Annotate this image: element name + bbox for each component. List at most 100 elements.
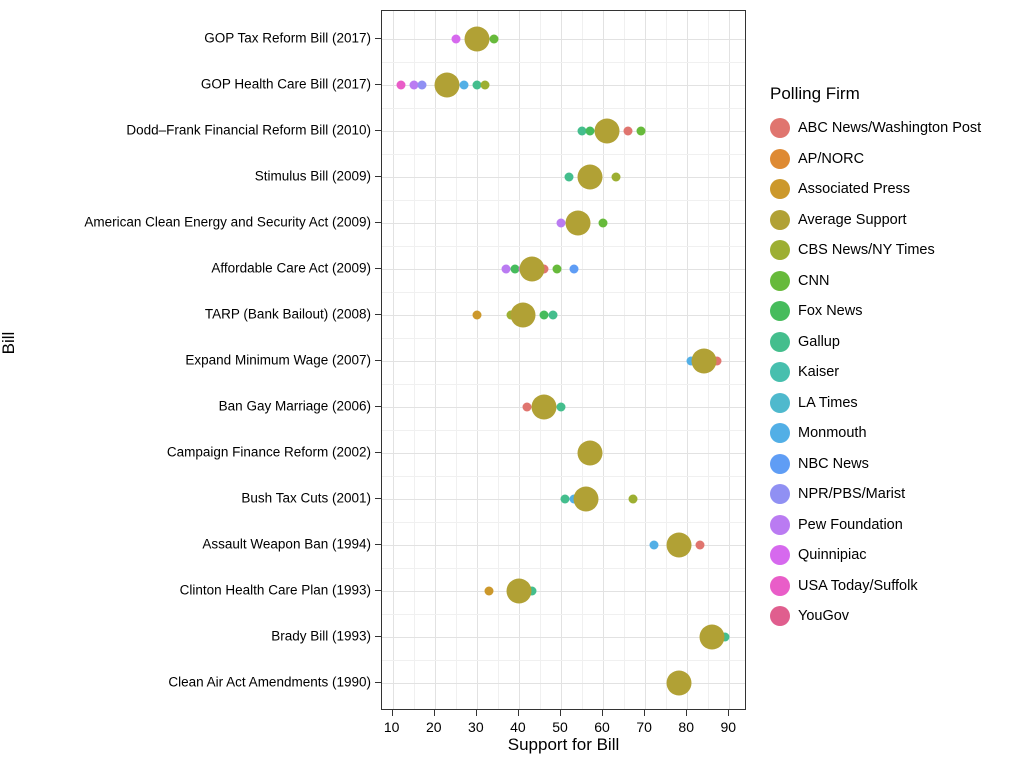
- y-tick-label: Dodd–Frank Financial Reform Bill (2010): [126, 122, 371, 138]
- data-point: [569, 494, 579, 504]
- legend-color-swatch: [770, 545, 790, 566]
- data-point: [577, 126, 587, 136]
- gridline-horizontal-minor: [382, 430, 745, 431]
- x-tick-mark: [433, 710, 435, 716]
- data-point: [577, 440, 603, 466]
- data-point: [564, 172, 574, 182]
- legend-item: LA Times: [770, 388, 981, 419]
- y-tick-mark: [375, 222, 381, 223]
- x-tick-label: 30: [468, 719, 484, 735]
- legend-item-label: YouGov: [798, 608, 850, 625]
- data-point: [539, 310, 549, 320]
- gridline-horizontal-major: [382, 131, 745, 132]
- data-point: [531, 394, 557, 420]
- gridline-horizontal-minor: [382, 292, 745, 293]
- legend-color-swatch: [770, 179, 790, 200]
- legend-color-swatch: [770, 423, 790, 444]
- data-point: [552, 264, 562, 274]
- legend-item: Pew Foundation: [770, 510, 981, 541]
- x-tick-mark: [728, 710, 730, 716]
- data-point: [480, 80, 490, 90]
- gridline-horizontal-minor: [382, 522, 745, 523]
- data-point: [598, 218, 608, 228]
- x-tick-label: 50: [552, 719, 568, 735]
- x-tick-label: 90: [720, 719, 737, 735]
- legend-color-swatch: [770, 240, 790, 261]
- legend-item-label: Fox News: [798, 303, 863, 320]
- data-point: [699, 624, 725, 650]
- y-tick-mark: [375, 360, 381, 361]
- data-point: [409, 80, 419, 90]
- y-tick-label: Stimulus Bill (2009): [254, 168, 371, 184]
- x-tick-label: 60: [594, 719, 610, 735]
- legend-title: Polling Firm: [770, 84, 860, 103]
- x-axis-title: Support for Bill: [507, 735, 620, 754]
- gridline-vertical-minor: [666, 11, 668, 709]
- x-axis-ticks: 10 20 30 40 50 60 70 80 90: [381, 710, 746, 750]
- y-tick-mark: [375, 176, 381, 177]
- gridline-vertical-major: [476, 11, 478, 709]
- y-tick-label: Assault Weapon Ban (1994): [202, 536, 371, 552]
- data-point: [417, 80, 427, 90]
- y-tick-label: Clinton Health Care Plan (1993): [179, 582, 371, 598]
- y-tick-mark: [375, 544, 381, 545]
- legend-item: Quinnipiac: [770, 540, 981, 571]
- legend-item-label: Pew Foundation: [798, 516, 903, 533]
- gridline-vertical-minor: [624, 11, 626, 709]
- y-tick-mark: [375, 452, 381, 453]
- legend-color-swatch: [770, 209, 790, 230]
- gridline-horizontal-major: [382, 453, 745, 454]
- data-point: [434, 72, 460, 98]
- gridline-horizontal-minor: [382, 246, 745, 247]
- gridline-horizontal-minor: [382, 384, 745, 385]
- y-tick-label: Campaign Finance Reform (2002): [166, 444, 371, 460]
- y-tick-label: Expand Minimum Wage (2007): [185, 352, 371, 368]
- y-tick-mark: [375, 84, 381, 85]
- gridline-vertical-major: [645, 11, 647, 709]
- data-point: [720, 632, 730, 642]
- gridline-horizontal-minor: [382, 476, 745, 477]
- data-point: [506, 578, 532, 604]
- y-axis-ticks: [375, 10, 381, 710]
- x-tick-label: 70: [636, 719, 652, 735]
- legend-item-label: USA Today/Suffolk: [798, 577, 918, 594]
- legend-item-label: Gallup: [798, 333, 840, 350]
- gridline-horizontal-minor: [382, 614, 745, 615]
- gridline-vertical-minor: [582, 11, 584, 709]
- legend: Polling Firm ABC News/Washington Post AP/…: [770, 84, 981, 632]
- data-point: [649, 540, 659, 550]
- gridline-vertical-minor: [413, 11, 415, 709]
- data-point: [510, 264, 520, 274]
- legend-color-swatch: [770, 514, 790, 535]
- legend-item: CNN: [770, 266, 981, 297]
- legend-item: CBS News/NY Times: [770, 235, 981, 266]
- data-point: [565, 210, 591, 236]
- data-point: [459, 80, 469, 90]
- data-point: [506, 310, 515, 320]
- gridline-horizontal-major: [382, 591, 745, 592]
- data-point: [623, 126, 633, 136]
- legend-item-label: AP/NORC: [798, 150, 865, 167]
- legend-color-swatch: [770, 453, 790, 474]
- data-point: [451, 34, 461, 44]
- legend-item-label: NBC News: [798, 455, 869, 472]
- data-point: [560, 494, 570, 504]
- x-tick-mark: [644, 710, 646, 716]
- data-point: [712, 356, 722, 366]
- gridline-vertical-major: [561, 11, 562, 709]
- gridline-horizontal-minor: [382, 200, 745, 201]
- gridline-horizontal-major: [382, 39, 745, 40]
- legend-item: Gallup: [770, 327, 981, 358]
- gridline-horizontal-major: [382, 315, 745, 316]
- y-tick-mark: [375, 406, 381, 407]
- x-tick-mark: [517, 710, 519, 716]
- y-tick-mark: [375, 38, 381, 39]
- legend-item: NBC News: [770, 449, 981, 480]
- legend-item: Average Support: [770, 205, 981, 236]
- gridline-vertical-major: [434, 11, 436, 709]
- data-point: [539, 264, 549, 274]
- legend-item: USA Today/Suffolk: [770, 571, 981, 602]
- legend-item: NPR/PBS/Marist: [770, 479, 981, 510]
- legend-item: Fox News: [770, 296, 981, 327]
- data-point: [510, 302, 536, 328]
